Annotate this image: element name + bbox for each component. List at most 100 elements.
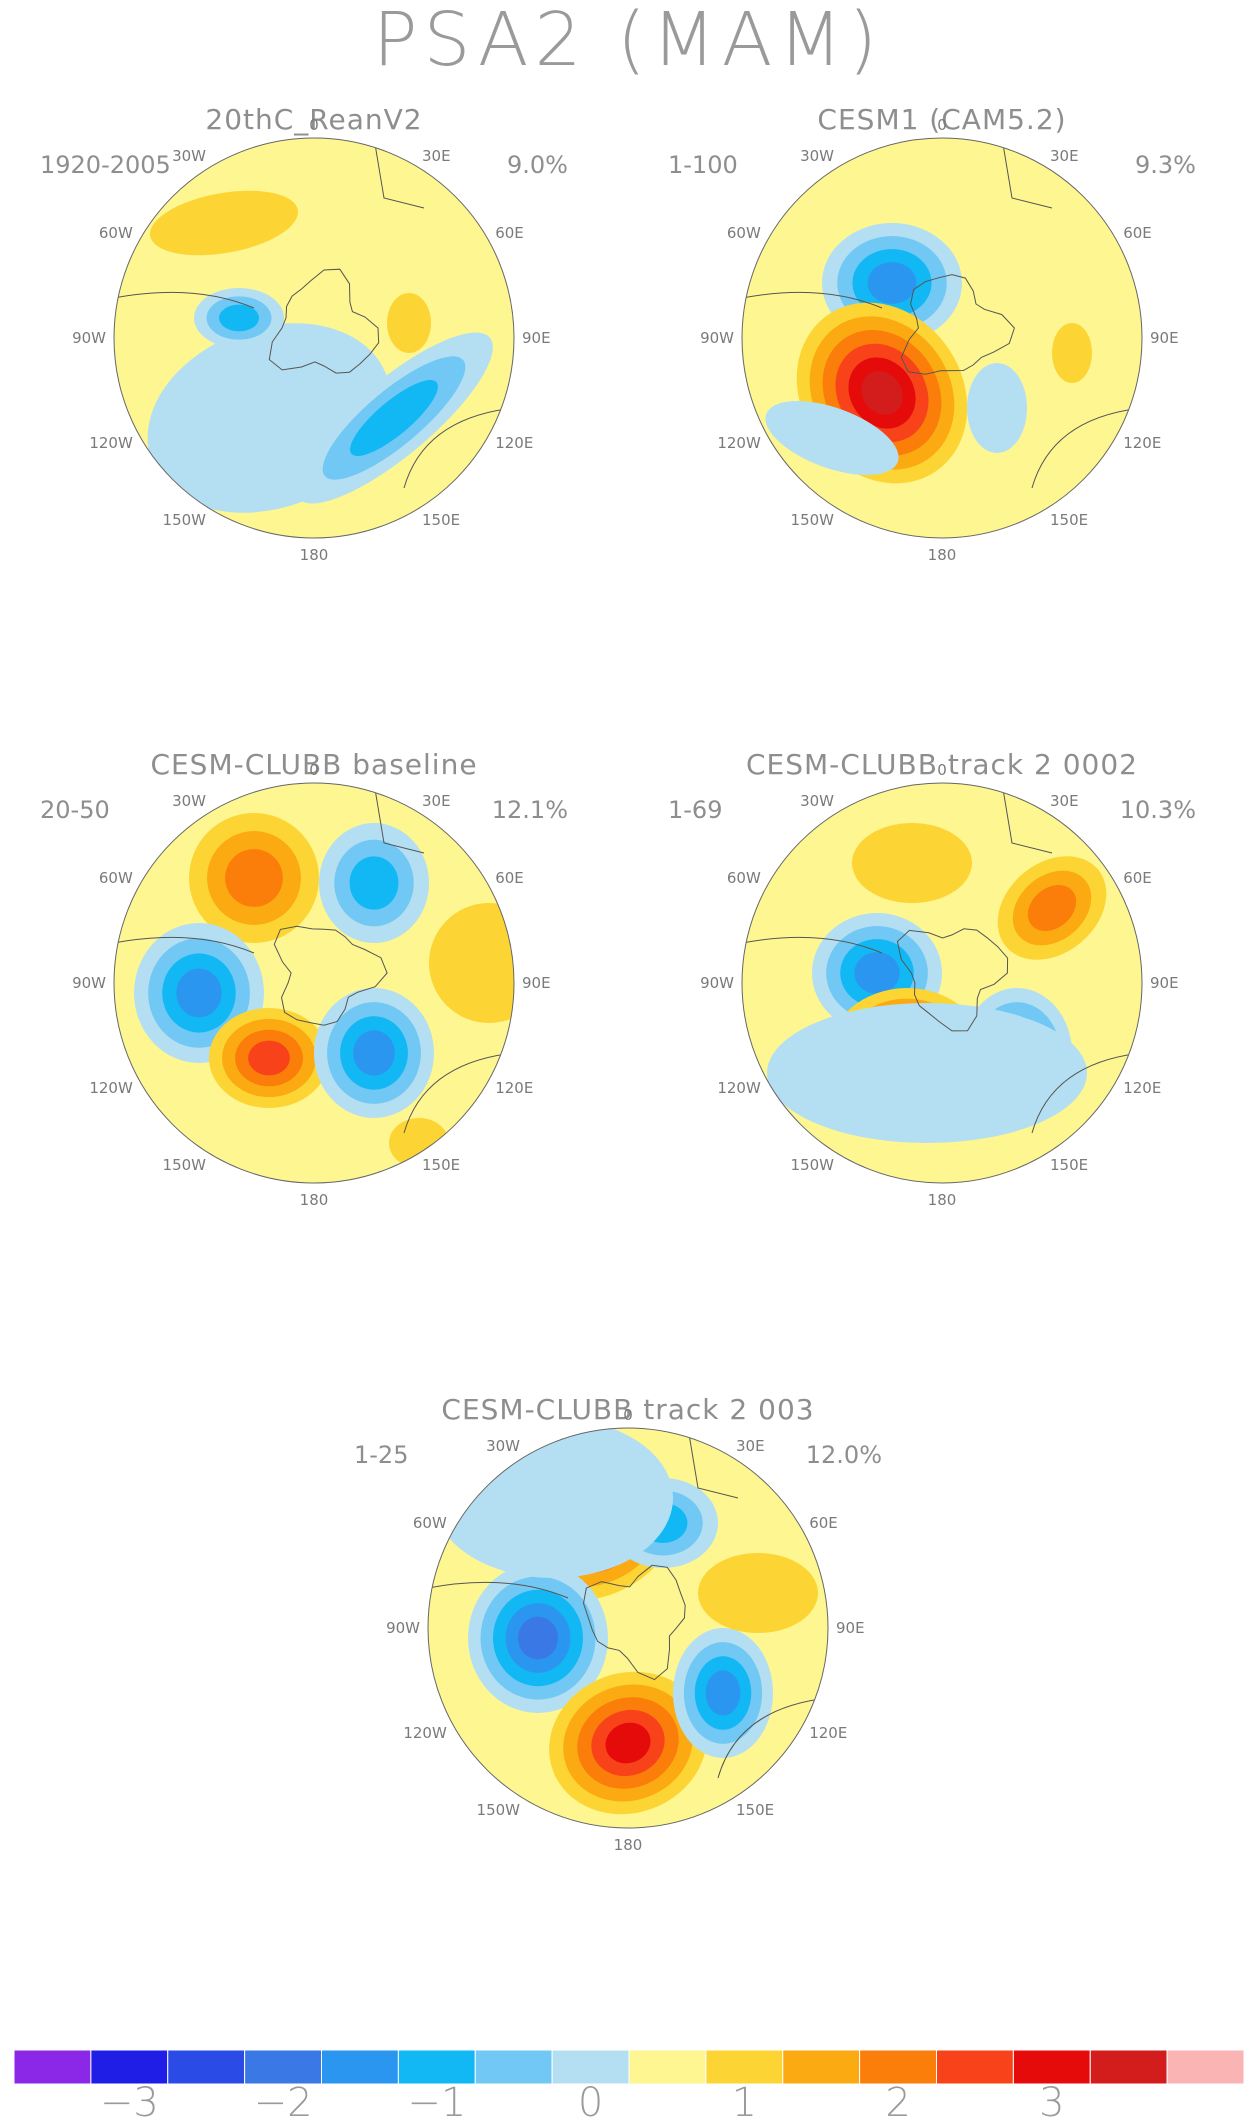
africa-coast bbox=[373, 783, 425, 854]
panel-years: 1-25 bbox=[354, 1441, 409, 1469]
lon-label-60e: 60E bbox=[495, 869, 524, 887]
colorbar-swatch bbox=[936, 2050, 1014, 2084]
colorbar-swatch bbox=[397, 2050, 476, 2084]
lon-label-0: 0 bbox=[623, 1406, 633, 1424]
lon-label-90e: 90E bbox=[836, 1619, 865, 1637]
lon-label-0: 0 bbox=[937, 116, 947, 134]
contour-blob bbox=[1052, 323, 1092, 383]
contour-blob bbox=[225, 849, 283, 907]
africa-coast bbox=[1001, 783, 1053, 854]
lon-label-150e: 150E bbox=[1050, 511, 1088, 529]
south-america-coast bbox=[114, 936, 255, 954]
lon-label-90e: 90E bbox=[1150, 974, 1179, 992]
colorbar-swatch bbox=[1012, 2050, 1091, 2084]
lon-label-150w: 150W bbox=[477, 1801, 521, 1819]
contour-blob bbox=[176, 968, 222, 1018]
lon-label-150w: 150W bbox=[163, 511, 207, 529]
colorbar-swatch bbox=[628, 2050, 707, 2084]
contour-blob bbox=[429, 903, 514, 1024]
lon-label-90w: 90W bbox=[386, 1619, 420, 1637]
contour-blob bbox=[353, 1030, 395, 1076]
lon-label-90w: 90W bbox=[700, 329, 734, 347]
south-america-coast bbox=[742, 936, 883, 954]
colorbar-swatch bbox=[474, 2050, 553, 2084]
colorbar-swatch bbox=[859, 2050, 937, 2084]
lon-label-30e: 30E bbox=[422, 792, 451, 810]
contour-blob bbox=[852, 823, 972, 903]
lon-label-150e: 150E bbox=[422, 1156, 460, 1174]
polar-map: 0 180 30W 30E 60W 60E 90W 90E 120W 120E 150W 150E bbox=[386, 1406, 865, 1854]
lon-label-120e: 120E bbox=[495, 1079, 533, 1097]
contour-blob bbox=[698, 1553, 818, 1633]
panel-years: 1-69 bbox=[668, 796, 723, 824]
panel-title: 20thC_ReanV2 bbox=[205, 103, 423, 136]
colorbar-tick-label: −3 bbox=[99, 2080, 159, 2126]
panel-title: CESM-CLUBB track 2 003 bbox=[441, 1393, 815, 1426]
contour-blob bbox=[867, 262, 917, 304]
lon-label-120w: 120W bbox=[717, 434, 761, 452]
contour-blob bbox=[1027, 885, 1077, 931]
contour-blob bbox=[350, 380, 438, 456]
lon-label-30e: 30E bbox=[1050, 147, 1079, 165]
colorbar-swatch bbox=[782, 2050, 861, 2084]
africa-coast bbox=[687, 1428, 739, 1499]
south-america-coast bbox=[742, 291, 883, 309]
antarctica-outline bbox=[900, 274, 1015, 375]
polar-map: 0 180 30W 30E 60W 60E 90W 90E 120W 120E 150W 150E bbox=[700, 116, 1179, 564]
lon-label-150e: 150E bbox=[1050, 1156, 1088, 1174]
panel-variance-pct: 10.3% bbox=[1119, 796, 1196, 824]
antarctica-outline bbox=[268, 268, 380, 374]
colorbar-swatch bbox=[551, 2050, 630, 2084]
lon-label-0: 0 bbox=[309, 116, 319, 134]
panel-title: CESM1 (CAM5.2) bbox=[817, 103, 1067, 136]
lon-label-120w: 120W bbox=[403, 1724, 447, 1742]
colorbar-swatch bbox=[167, 2050, 246, 2084]
lon-label-180: 180 bbox=[614, 1836, 643, 1854]
lon-label-150e: 150E bbox=[736, 1801, 774, 1819]
lon-label-120w: 120W bbox=[89, 1079, 133, 1097]
lon-label-30e: 30E bbox=[736, 1437, 765, 1455]
lon-label-0: 0 bbox=[309, 761, 319, 779]
colorbar-swatch bbox=[705, 2050, 784, 2084]
lon-label-30e: 30E bbox=[1050, 792, 1079, 810]
colorbar bbox=[14, 2050, 1244, 2084]
lon-label-30w: 30W bbox=[172, 147, 206, 165]
map-boundary bbox=[427, 1427, 829, 1829]
australia-coast bbox=[1031, 407, 1142, 489]
colorbar-tick-label: −1 bbox=[407, 2080, 467, 2126]
panel-variance-pct: 9.3% bbox=[1135, 151, 1196, 179]
africa-coast bbox=[1001, 138, 1053, 209]
map-boundary bbox=[741, 137, 1143, 539]
colorbar-swatch bbox=[244, 2050, 322, 2084]
lon-label-90e: 90E bbox=[522, 974, 551, 992]
panel-years: 1-100 bbox=[668, 151, 738, 179]
contour-blob bbox=[967, 363, 1027, 453]
colorbar-tick-label: 3 bbox=[1039, 2080, 1065, 2126]
colorbar-swatch bbox=[1089, 2050, 1168, 2084]
lon-label-60e: 60E bbox=[809, 1514, 838, 1532]
antarctica-outline bbox=[273, 925, 388, 1026]
lon-label-90w: 90W bbox=[700, 974, 734, 992]
contour-blob bbox=[861, 371, 903, 415]
map-boundary bbox=[741, 782, 1143, 1184]
contour-blob bbox=[705, 1670, 741, 1716]
contour-blob bbox=[149, 190, 299, 256]
contour-blob bbox=[767, 1003, 1087, 1143]
lon-label-30e: 30E bbox=[422, 147, 451, 165]
contour-blob bbox=[433, 1428, 673, 1578]
contour-blob bbox=[248, 1040, 290, 1076]
lon-label-60w: 60W bbox=[413, 1514, 447, 1532]
antarctica-outline bbox=[896, 928, 1009, 1032]
lon-label-150w: 150W bbox=[791, 511, 835, 529]
lon-label-120e: 120E bbox=[809, 1724, 847, 1742]
colorbar-swatch bbox=[90, 2050, 169, 2084]
panel-variance-pct: 9.0% bbox=[507, 151, 568, 179]
map-panel-cesm1: CESM1 (CAM5.2) 1-100 9.3% 0 180 30W 30E 60W 6… bbox=[628, 103, 1256, 745]
colorbar-tick-label: 2 bbox=[885, 2080, 911, 2126]
africa-coast bbox=[373, 138, 425, 209]
south-america-coast bbox=[114, 291, 255, 309]
lon-label-90w: 90W bbox=[72, 329, 106, 347]
panel-years: 1920-2005 bbox=[40, 151, 171, 179]
lon-label-120e: 120E bbox=[1123, 434, 1161, 452]
map-panel-20thc-reanv2: 20thC_ReanV2 1920-2005 9.0% 0 180 30W 30E 60… bbox=[0, 103, 628, 745]
